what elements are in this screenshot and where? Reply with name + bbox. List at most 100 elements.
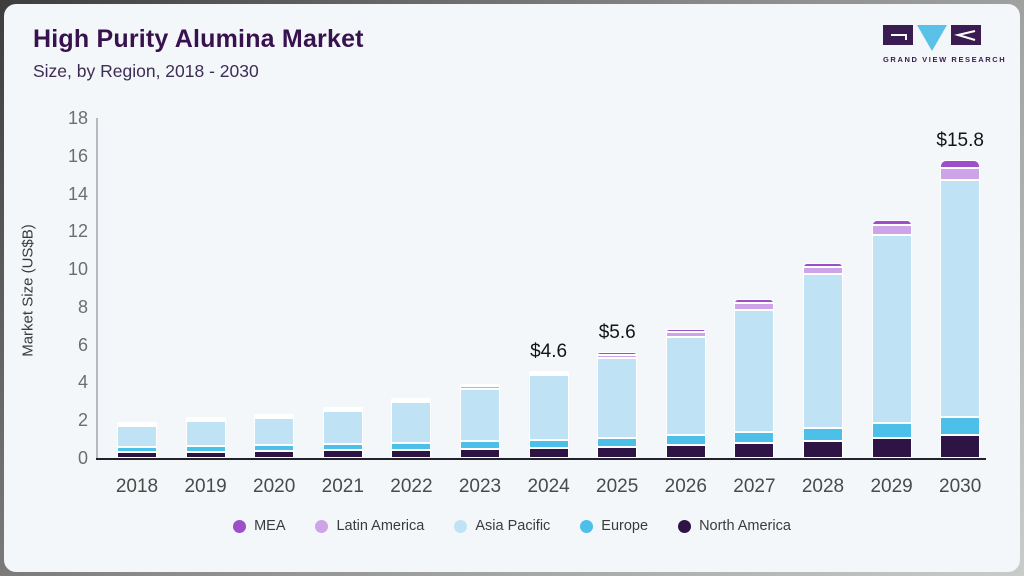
- segment-asia-pacific: [803, 274, 843, 429]
- logo-wordmark: GRAND VIEW RESEARCH: [883, 55, 1007, 64]
- legend-item-asia-pacific: Asia Pacific: [454, 518, 550, 534]
- segment-europe: [940, 417, 981, 436]
- x-tick-2030: 2030: [939, 476, 982, 497]
- segment-asia-pacific: [528, 375, 569, 440]
- segment-latin-america: [460, 386, 500, 389]
- segment-north-america: [597, 446, 638, 458]
- y-tick-label: 10: [67, 259, 88, 280]
- segment-europe: [734, 431, 775, 443]
- bar-2019: [185, 417, 226, 458]
- segment-asia-pacific: [322, 410, 363, 444]
- segment-mea: [665, 329, 706, 332]
- legend-item-europe: Europe: [580, 518, 648, 534]
- segment-asia-pacific: [665, 337, 706, 436]
- x-tick-2029: 2029: [870, 476, 913, 497]
- legend-swatch-icon: [678, 519, 692, 533]
- x-tick-2025: 2025: [596, 476, 639, 497]
- segment-mea: [871, 219, 912, 226]
- page-subtitle: Size, by Region, 2018 - 2030: [33, 61, 259, 81]
- y-tick-label: 0: [77, 448, 88, 468]
- segment-north-america: [185, 451, 226, 458]
- bar-2018: [117, 422, 157, 458]
- segment-europe: [597, 437, 638, 447]
- segment-latin-america: [117, 424, 157, 427]
- segment-mea: [460, 384, 500, 387]
- y-axis-title: Market Size (US$B): [19, 224, 37, 357]
- segment-latin-america: [940, 167, 981, 181]
- x-tick-2021: 2021: [321, 476, 364, 497]
- x-tick-2020: 2020: [253, 476, 296, 497]
- y-tick-label: 16: [67, 145, 88, 166]
- segment-europe: [528, 439, 569, 449]
- legend-swatch-icon: [233, 519, 247, 533]
- gvr-logo-icon: [883, 25, 981, 51]
- x-tick-2019: 2019: [184, 476, 227, 497]
- segment-north-america: [322, 450, 363, 458]
- legend-item-mea: MEA: [233, 518, 285, 534]
- segment-europe: [322, 443, 363, 451]
- y-axis-line: [96, 118, 98, 460]
- data-label-2025: $5.6: [598, 322, 636, 344]
- segment-north-america: [871, 438, 912, 458]
- chart-card: High Purity Alumina Market Size, by Regi…: [4, 4, 1020, 572]
- segment-asia-pacific: [391, 401, 432, 443]
- segment-north-america: [665, 444, 706, 458]
- segment-europe: [665, 435, 706, 445]
- legend-label: Asia Pacific: [475, 518, 551, 534]
- segment-north-america: [117, 452, 157, 458]
- segment-europe: [254, 445, 295, 452]
- segment-latin-america: [528, 372, 569, 376]
- bar-2026: [665, 329, 706, 458]
- bar-2025: [597, 352, 638, 458]
- x-tick-2024: 2024: [527, 476, 570, 497]
- segment-asia-pacific: [597, 357, 638, 438]
- y-tick-label: 18: [67, 108, 88, 128]
- segment-latin-america: [665, 331, 706, 338]
- x-tick-2023: 2023: [458, 476, 502, 497]
- segment-asia-pacific: [185, 421, 226, 447]
- y-tick-label: 12: [67, 221, 88, 242]
- segment-mea: [528, 370, 569, 373]
- segment-north-america: [460, 448, 500, 458]
- segment-north-america: [803, 440, 843, 458]
- legend-swatch-icon: [315, 519, 329, 533]
- segment-europe: [871, 422, 912, 439]
- legend-item-north-america: North America: [678, 518, 791, 534]
- bar-2022: [391, 397, 432, 458]
- segment-north-america: [528, 448, 569, 458]
- y-tick-label: 2: [77, 410, 88, 431]
- legend-label: Latin America: [336, 518, 425, 534]
- segment-latin-america: [734, 302, 775, 311]
- y-tick-label: 8: [77, 296, 88, 317]
- x-axis-line: [96, 458, 986, 460]
- segment-latin-america: [803, 267, 843, 275]
- segment-asia-pacific: [254, 417, 295, 446]
- data-label-2024: $4.6: [530, 341, 568, 363]
- bar-2024: [528, 370, 569, 458]
- bar-2028: [803, 263, 843, 458]
- bar-2021: [322, 406, 363, 458]
- segment-latin-america: [871, 225, 912, 235]
- segment-north-america: [391, 449, 432, 458]
- y-tick-label: 4: [77, 372, 88, 393]
- bar-2030: [940, 159, 981, 458]
- segment-mea: [322, 406, 363, 409]
- segment-asia-pacific: [734, 310, 775, 432]
- segment-europe: [460, 441, 500, 449]
- y-tick-label: 6: [77, 334, 88, 355]
- segment-latin-america: [254, 415, 295, 418]
- x-tick-2026: 2026: [664, 476, 707, 497]
- segment-europe: [185, 446, 226, 452]
- segment-asia-pacific: [871, 234, 912, 423]
- legend-swatch-icon: [580, 519, 594, 533]
- segment-europe: [391, 442, 432, 450]
- segment-europe: [117, 447, 157, 453]
- legend-item-latin-america: Latin America: [315, 518, 424, 534]
- segment-latin-america: [391, 399, 432, 402]
- chart-legend: MEA Latin America Asia Pacific Europe North …: [4, 518, 1020, 534]
- legend-swatch-icon: [454, 519, 468, 533]
- segment-north-america: [734, 442, 775, 458]
- x-tick-2022: 2022: [390, 476, 433, 497]
- segment-latin-america: [597, 354, 638, 358]
- bar-2023: [460, 384, 500, 458]
